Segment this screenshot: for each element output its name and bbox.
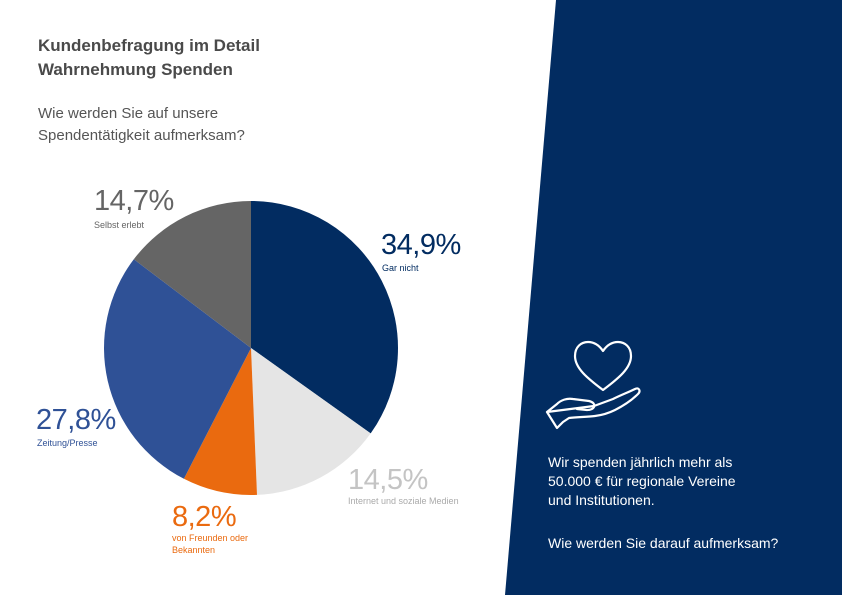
hand-icon xyxy=(545,387,641,430)
pie-slice-zeitung-presse xyxy=(103,259,251,479)
survey-question: Wie werden Sie auf unsere Spendentätigke… xyxy=(38,103,338,147)
slice-value-internet: 14,5% xyxy=(348,464,428,496)
slice-value-gar-nicht: 34,9% xyxy=(381,229,461,261)
pie-slice-selbst-erlebt xyxy=(133,201,251,348)
slice-label-freunde: von Freunden oder Bekannten xyxy=(172,532,282,556)
donation-question: Wie werden Sie darauf aufmerksam? xyxy=(548,535,779,551)
slice-value-zeitung: 27,8% xyxy=(36,404,116,436)
survey-question-line-2: Spendentätigkeit aufmerksam? xyxy=(38,127,245,144)
donation-statement-line-2: 50.000 € für regionale Vereine xyxy=(548,473,736,489)
pie-slice-internet-und-soziale-medien xyxy=(251,348,371,495)
heart-icon xyxy=(573,340,633,392)
slice-label-gar-nicht: Gar nicht xyxy=(382,263,419,273)
heart-in-hand-icon xyxy=(543,336,647,441)
donation-statement: Wir spenden jährlich mehr als 50.000 € f… xyxy=(548,453,818,510)
slice-label-selbst: Selbst erlebt xyxy=(94,220,145,230)
slice-value-freunde: 8,2% xyxy=(172,501,237,533)
panel-background xyxy=(505,0,842,595)
slice-label-zeitung: Zeitung/Presse xyxy=(37,438,98,448)
slice-label-freunde-text: von Freunden oder Bekannten xyxy=(172,533,249,555)
page-title: Kundenbefragung im Detail xyxy=(38,36,260,55)
pie-slice-von-freunden-oder-bekannten xyxy=(183,348,257,495)
donation-statement-line-1: Wir spenden jährlich mehr als xyxy=(548,454,733,470)
slice-label-internet: Internet und soziale Medien xyxy=(348,496,459,506)
page-subtitle: Wahrnehmung Spenden xyxy=(38,60,233,79)
donation-statement-line-3: und Institutionen. xyxy=(548,492,655,508)
pie-slice-gar-nicht xyxy=(251,201,398,434)
slice-value-selbst: 14,7% xyxy=(94,185,174,217)
survey-question-line-1: Wie werden Sie auf unsere xyxy=(38,105,219,122)
